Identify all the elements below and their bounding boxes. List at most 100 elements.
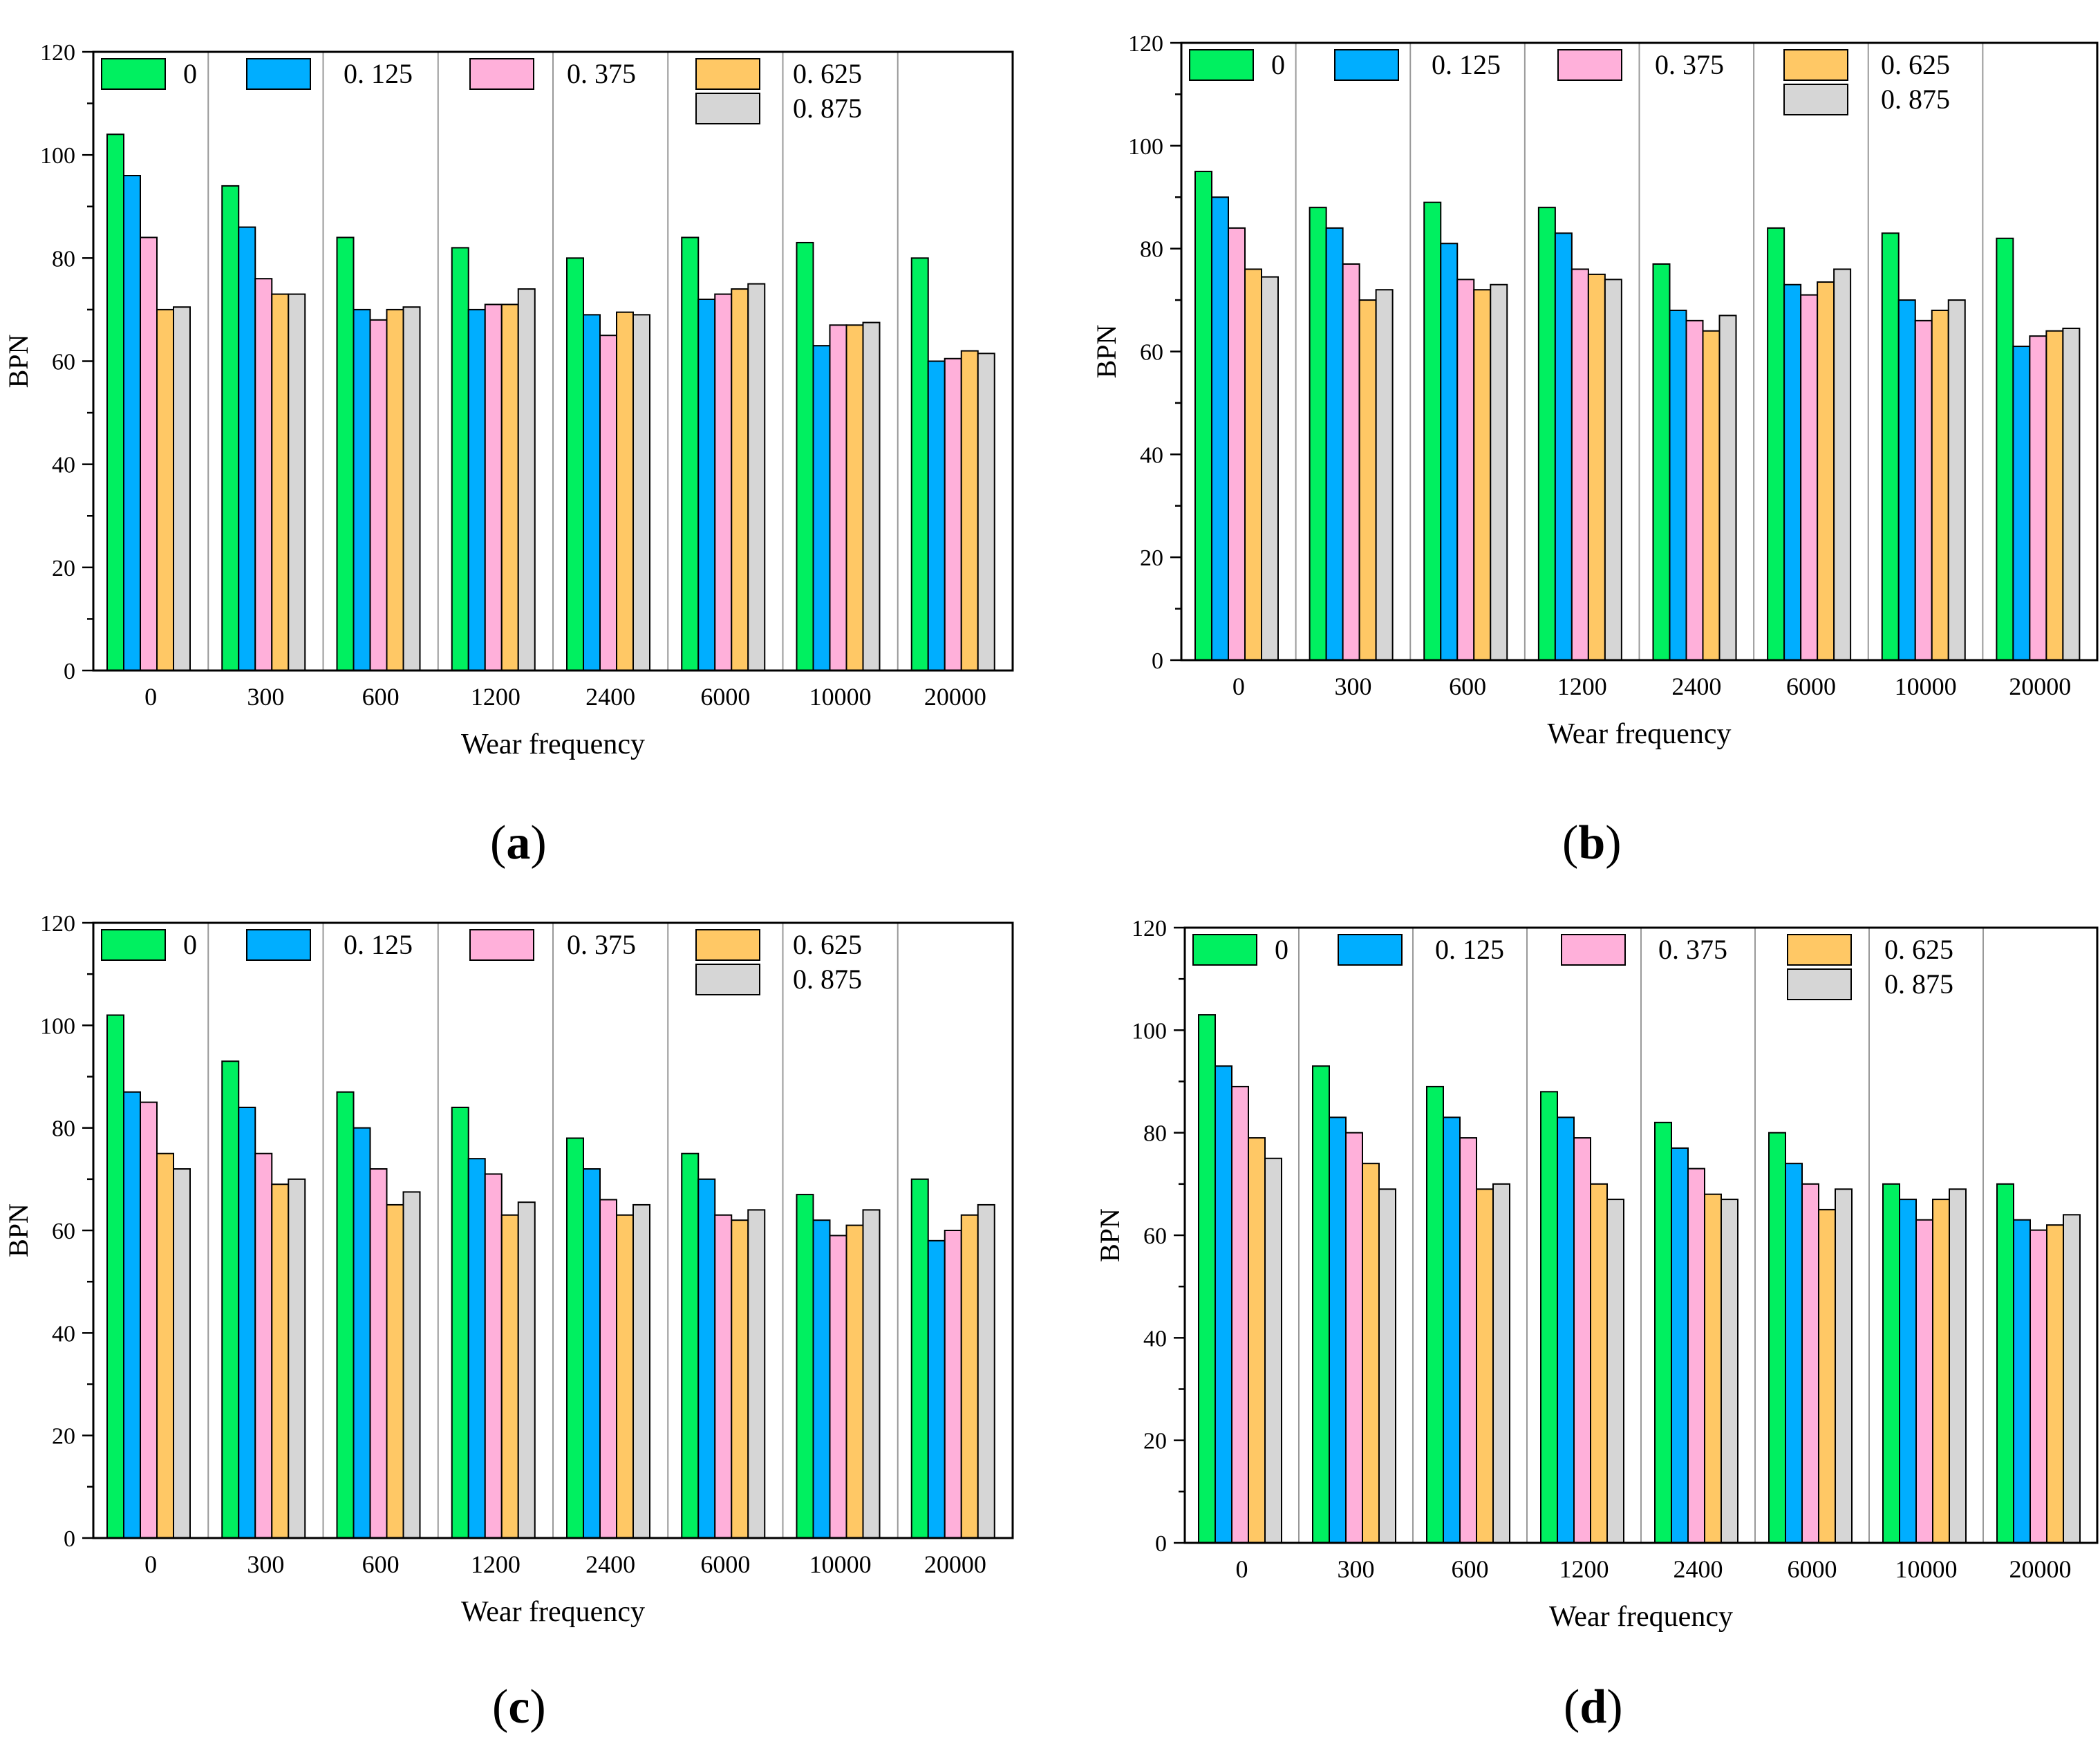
bar-d-0.875-600 — [1492, 1183, 1510, 1544]
bar-a-0.375-1200 — [484, 303, 503, 672]
bar-c-0.625-300 — [271, 1183, 290, 1539]
y-tick-label: 80 — [1143, 1121, 1167, 1147]
bar-b-0.125-2400 — [1669, 309, 1687, 661]
bar-d-0.125-600 — [1443, 1116, 1461, 1544]
bar-a-0.875-600 — [402, 306, 421, 671]
bar-c-0.625-0 — [156, 1152, 174, 1539]
bar-c-0-20000 — [910, 1178, 929, 1539]
legend-swatch — [1783, 84, 1848, 115]
legend-swatch — [246, 929, 311, 961]
y-axis-title: BPN — [1091, 325, 1122, 379]
caption-c: (c) — [492, 1680, 546, 1734]
y-tick-label: 20 — [1143, 1429, 1167, 1454]
bar-a-0.625-2400 — [616, 311, 634, 672]
bar-a-0.125-0 — [123, 175, 141, 671]
bar-b-0.625-0 — [1244, 268, 1262, 661]
legend-label: 0. 375 — [1655, 49, 1724, 80]
legend-swatch — [1783, 49, 1848, 81]
x-tick-label: 0 — [1232, 673, 1245, 700]
bar-c-0.875-20000 — [977, 1203, 995, 1539]
legend-label: 0. 875 — [793, 964, 862, 995]
bar-a-0.625-10000 — [845, 324, 864, 671]
x-tick-label: 1200 — [471, 1550, 521, 1578]
bar-c-0.375-300 — [254, 1152, 273, 1539]
x-tick-label: 1200 — [1557, 673, 1607, 700]
y-tick-label: 100 — [1132, 1018, 1167, 1044]
bar-b-0-2400 — [1652, 263, 1671, 662]
caption-b: (b) — [1562, 816, 1622, 870]
legend-swatch — [695, 58, 760, 90]
bar-b-0.125-10000 — [1897, 299, 1916, 662]
bar-b-0-1200 — [1537, 207, 1556, 661]
bar-c-0.375-10000 — [829, 1235, 847, 1539]
bar-a-0.875-300 — [288, 293, 306, 671]
legend-label: 0. 625 — [793, 58, 862, 89]
legend-label: 0. 375 — [567, 929, 636, 960]
bar-d-0.625-0 — [1248, 1137, 1266, 1544]
x-tick-label: 6000 — [700, 683, 750, 711]
bar-b-0.125-0 — [1211, 196, 1229, 661]
bar-b-0.875-300 — [1375, 289, 1394, 661]
bar-c-0.875-2400 — [632, 1203, 650, 1539]
bar-a-0.125-300 — [238, 226, 256, 672]
x-tick-label: 2400 — [585, 683, 635, 711]
legend-swatch — [101, 58, 166, 90]
bar-a-0.625-0 — [156, 308, 174, 671]
bar-a-0-2400 — [566, 257, 584, 672]
bar-a-0-1200 — [451, 247, 469, 671]
bar-b-0-300 — [1309, 207, 1327, 661]
y-tick-label: 40 — [1140, 442, 1163, 468]
bar-c-0.375-20000 — [944, 1230, 962, 1539]
bar-b-0.375-6000 — [1800, 294, 1819, 661]
x-tick-label: 600 — [362, 1550, 400, 1578]
bar-a-0.875-10000 — [862, 321, 881, 671]
bar-c-0.875-0 — [173, 1168, 191, 1539]
bar-c-0.125-2400 — [583, 1168, 601, 1539]
legend-swatch — [1557, 49, 1622, 81]
bar-c-0.875-6000 — [747, 1209, 766, 1539]
legend-swatch — [101, 929, 166, 961]
y-tick-label: 0 — [64, 1526, 75, 1552]
y-tick-label: 40 — [52, 1321, 75, 1347]
bar-b-0-6000 — [1767, 227, 1785, 661]
bar-a-0-20000 — [910, 257, 929, 672]
bar-d-0-10000 — [1882, 1183, 1900, 1544]
legend-swatch — [695, 964, 760, 995]
legend-swatch — [469, 929, 534, 961]
bar-b-0.375-300 — [1342, 263, 1360, 662]
bar-c-0.875-1200 — [517, 1201, 536, 1539]
bar-c-0.125-6000 — [697, 1178, 716, 1539]
bar-c-0.375-0 — [140, 1101, 158, 1539]
legend-label: 0 — [183, 929, 197, 960]
bar-c-0.625-6000 — [731, 1219, 749, 1539]
bar-a-0.625-600 — [386, 308, 404, 671]
y-tick-label: 60 — [52, 350, 75, 375]
y-tick-label: 100 — [40, 1013, 75, 1039]
legend-label: 0. 125 — [1435, 934, 1504, 965]
x-tick-label: 10000 — [809, 1550, 872, 1578]
bar-b-0.375-600 — [1456, 279, 1475, 662]
bar-d-0.875-0 — [1264, 1157, 1282, 1544]
legend-label: 0. 125 — [1432, 49, 1501, 80]
bar-c-0.875-600 — [402, 1191, 421, 1539]
bar-d-0.625-1200 — [1590, 1183, 1608, 1544]
legend-swatch — [469, 58, 534, 90]
bar-c-0-0 — [106, 1014, 124, 1539]
bar-d-0-6000 — [1768, 1132, 1786, 1544]
bar-a-0.875-20000 — [977, 353, 995, 671]
x-tick-label: 1200 — [471, 683, 521, 711]
x-tick-label: 6000 — [1786, 673, 1836, 700]
bar-d-0.375-10000 — [1915, 1219, 1933, 1544]
y-tick-label: 0 — [1152, 648, 1163, 674]
legend-label: 0. 125 — [344, 929, 413, 960]
legend-swatch — [246, 58, 311, 90]
bar-a-0.375-600 — [369, 319, 388, 671]
bar-d-0-600 — [1426, 1085, 1444, 1544]
x-tick-label: 0 — [144, 1550, 157, 1578]
caption-d: (d) — [1564, 1680, 1623, 1734]
x-axis-title: Wear frequency — [461, 1596, 645, 1628]
legend-swatch — [1192, 934, 1257, 966]
bar-b-0.375-10000 — [1914, 319, 1933, 661]
bar-d-0.125-0 — [1215, 1065, 1232, 1544]
